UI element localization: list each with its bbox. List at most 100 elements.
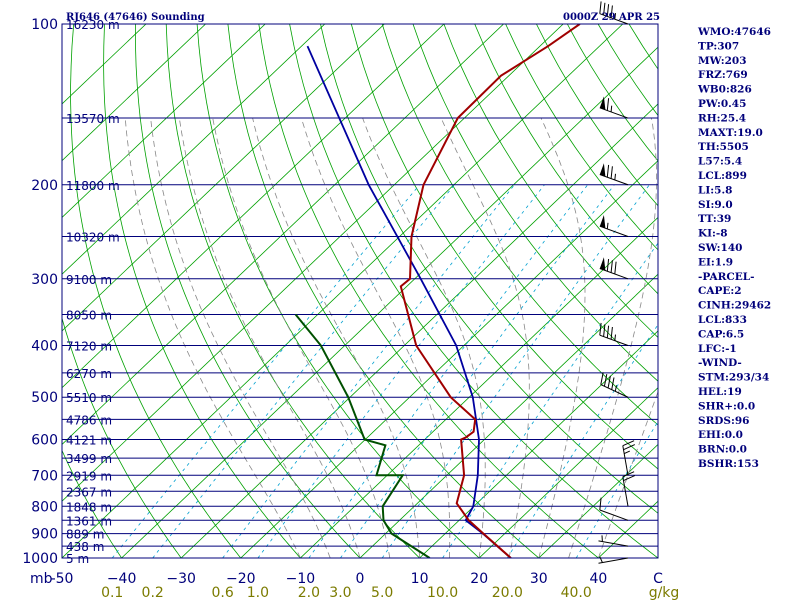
height-label: 2919 m (66, 469, 112, 483)
wind-barb-flag (599, 497, 602, 511)
index-value: RH:25.4 (698, 112, 746, 124)
wind-barb-flag (610, 5, 613, 18)
moist-adiabat-line (252, 117, 420, 558)
index-value: WMO:47646 (697, 26, 771, 38)
temperature-tick-label: −30 (166, 571, 196, 587)
index-value: -PARCEL- (698, 271, 754, 283)
index-value: TP:307 (698, 40, 739, 52)
isotherm-line (62, 24, 564, 502)
wind-barb (598, 535, 629, 547)
index-value: CAPE:2 (698, 285, 742, 297)
pressure-tick-label: 900 (31, 527, 58, 543)
profiles (294, 24, 581, 558)
index-value: SI:9.0 (698, 199, 733, 211)
wind-barb-flag (610, 326, 613, 340)
height-label: 7120 m (66, 340, 112, 354)
index-value: CAP:6.5 (698, 328, 744, 340)
isotherm-line (478, 387, 658, 558)
axis-labels: 16230 m 13570 m 11800 m 10320 m 9100 m 8050 m… (22, 17, 679, 600)
height-label: 9100 m (66, 273, 112, 287)
height-label: 10320 m (66, 230, 120, 244)
chart-datetime: 0000Z 29 APR 25 (563, 12, 660, 23)
wind-barb (599, 497, 629, 521)
mixing-ratio-label: 20.0 (492, 585, 523, 600)
height-label: 5510 m (66, 391, 112, 405)
temperature-tick-label: 30 (530, 571, 548, 587)
index-value: TT:39 (698, 213, 731, 225)
index-value: -WIND- (698, 357, 742, 369)
index-value: EI:1.9 (698, 256, 733, 268)
wind-barb-staff (599, 13, 629, 25)
plot-frame (61, 23, 659, 559)
wind-barb-staff (599, 174, 629, 186)
index-value: HEL:19 (698, 386, 742, 398)
pressure-unit-label: mb (30, 571, 53, 587)
wind-barb-flag (599, 322, 602, 336)
wind-barb-flag (606, 325, 610, 339)
wind-barb-half-flag (614, 334, 616, 341)
mixing-ratio-unit: g/kg (649, 585, 680, 600)
wind-barb (599, 257, 629, 280)
mixing-ratio-line (111, 184, 420, 558)
isotherm-line (62, 24, 505, 446)
wind-barb-half-flag (606, 222, 609, 230)
moist-adiabat-line (212, 117, 391, 558)
height-label: 6270 m (66, 367, 112, 381)
wind-barb-flag (610, 166, 613, 179)
index-value: SHR+:0.0 (698, 400, 755, 412)
dry-adiabat-line (62, 316, 182, 558)
wind-barb-pennant (599, 163, 606, 177)
height-label: 438 m (66, 540, 104, 554)
wind-barb-half-flag (599, 556, 603, 563)
mixing-ratio-label: 0.1 (101, 585, 123, 600)
isotherm-line (62, 24, 326, 275)
wind-barb (598, 556, 629, 564)
pressure-tick-label: 600 (31, 433, 58, 449)
index-value: BRN:0.0 (698, 444, 747, 456)
height-label: 4121 m (66, 434, 112, 448)
index-value: SRDS:96 (698, 415, 750, 427)
wind-barb-flag (622, 440, 635, 447)
pressure-tick-label: 1000 (22, 551, 58, 567)
wind-barb-half-flag (623, 450, 631, 455)
isotherm-line (180, 103, 658, 558)
temperature-tick-label: C (653, 571, 663, 587)
moist-adiabat-line (150, 117, 331, 558)
wind-barb-staff (600, 384, 629, 398)
wind-barb-flag (603, 374, 608, 387)
pressure-tick-label: 800 (31, 499, 58, 515)
wind-barb-staff (622, 476, 629, 507)
wind-barb-flag (623, 444, 636, 451)
mixing-ratio-line (152, 184, 455, 558)
pressure-tick-label: 200 (31, 178, 58, 194)
height-label: 889 m (66, 528, 104, 542)
wind-barb (599, 163, 629, 186)
temperature-tick-label: 20 (470, 571, 488, 587)
mixing-ratio-label: 5.0 (371, 585, 393, 600)
dry-adiabat-line (62, 449, 123, 558)
wind-barb-half-flag (614, 13, 616, 20)
parcel-path-line (306, 45, 512, 558)
index-value: BSHR:153 (698, 458, 759, 470)
pressure-tick-label: 700 (31, 468, 58, 484)
wind-barb-flag (603, 2, 606, 16)
wind-barb-flag (606, 98, 610, 111)
isotherm-line (418, 330, 658, 558)
isotherm-line (62, 24, 207, 162)
index-value: MW:203 (698, 55, 747, 67)
wind-barb-staff (598, 557, 629, 564)
wind-barb-staff (599, 509, 629, 521)
moist-adiabat-line (362, 117, 486, 558)
index-value: LCL:899 (698, 170, 747, 182)
wind-barb-flag (623, 475, 636, 482)
wind-barb-flag (610, 260, 613, 273)
wind-barb-flag (607, 375, 611, 389)
wind-barb-pennant (599, 96, 606, 110)
mixing-ratio-line (308, 184, 589, 558)
index-value: WB0:826 (697, 84, 752, 96)
isotherm-line (62, 24, 266, 219)
pressure-tick-label: 300 (31, 272, 58, 288)
indices-panel: WMO:47646 TP:307 MW:203 FRZ:769 WB0:826 PW:0.… (697, 26, 771, 470)
wind-barb (599, 215, 629, 237)
chart-title: RJ646 (47646) Sounding (66, 12, 205, 23)
